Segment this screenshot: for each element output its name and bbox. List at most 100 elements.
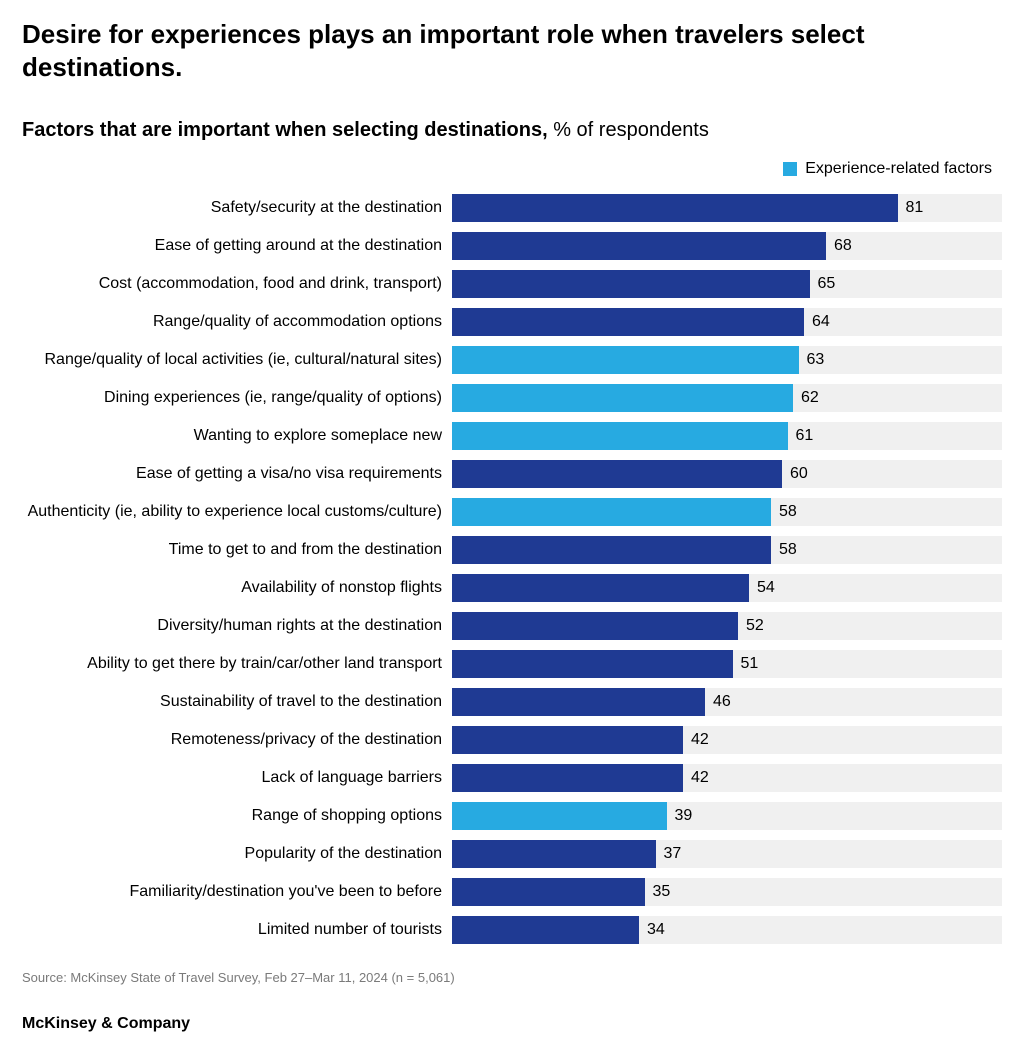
- bar-track: 61: [452, 422, 1002, 450]
- bar-row: Cost (accommodation, food and drink, tra…: [22, 266, 1002, 302]
- bar-row: Safety/security at the destination 81: [22, 190, 1002, 226]
- bar-track: 60: [452, 460, 1002, 488]
- bar-fill: [452, 270, 810, 298]
- subtitle-normal: % of respondents: [548, 119, 709, 141]
- bar-row: Diversity/human rights at the destinatio…: [22, 608, 1002, 644]
- bar-value: 54: [749, 579, 775, 597]
- chart-container: Desire for experiences plays an importan…: [0, 0, 1024, 1063]
- bar-label: Ability to get there by train/car/other …: [22, 655, 452, 673]
- bar-fill: [452, 916, 639, 944]
- bar-row: Sustainability of travel to the destinat…: [22, 684, 1002, 720]
- bar-value: 61: [788, 427, 814, 445]
- bar-track: 62: [452, 384, 1002, 412]
- bar-label: Range of shopping options: [22, 807, 452, 825]
- bar-fill: [452, 232, 826, 260]
- brand-label: McKinsey & Company: [22, 1015, 1002, 1033]
- bar-value: 60: [782, 465, 808, 483]
- bar-label: Availability of nonstop flights: [22, 579, 452, 597]
- bar-row: Wanting to explore someplace new 61: [22, 418, 1002, 454]
- bar-fill: [452, 536, 771, 564]
- bar-track: 68: [452, 232, 1002, 260]
- bar-label: Time to get to and from the destination: [22, 541, 452, 559]
- bar-track: 64: [452, 308, 1002, 336]
- bar-fill: [452, 802, 667, 830]
- main-title: Desire for experiences plays an importan…: [22, 18, 922, 83]
- legend-label: Experience-related factors: [805, 160, 992, 178]
- bar-value: 34: [639, 921, 665, 939]
- bar-label: Limited number of tourists: [22, 921, 452, 939]
- bar-row: Range/quality of accommodation options 64: [22, 304, 1002, 340]
- bar-value: 42: [683, 731, 709, 749]
- bar-fill: [452, 384, 793, 412]
- bar-label: Ease of getting a visa/no visa requireme…: [22, 465, 452, 483]
- bar-track: 42: [452, 726, 1002, 754]
- bar-value: 51: [733, 655, 759, 673]
- bar-value: 35: [645, 883, 671, 901]
- bar-row: Availability of nonstop flights 54: [22, 570, 1002, 606]
- bar-track: 35: [452, 878, 1002, 906]
- bar-track: 58: [452, 536, 1002, 564]
- subtitle-bold: Factors that are important when selectin…: [22, 119, 548, 141]
- bar-fill: [452, 726, 683, 754]
- bar-value: 52: [738, 617, 764, 635]
- bar-row: Range of shopping options 39: [22, 798, 1002, 834]
- bar-label: Range/quality of accommodation options: [22, 313, 452, 331]
- bar-label: Safety/security at the destination: [22, 199, 452, 217]
- bar-label: Wanting to explore someplace new: [22, 427, 452, 445]
- bar-fill: [452, 498, 771, 526]
- bar-track: 52: [452, 612, 1002, 640]
- bar-track: 39: [452, 802, 1002, 830]
- bar-track: 34: [452, 916, 1002, 944]
- bar-label: Lack of language barriers: [22, 769, 452, 787]
- bar-label: Cost (accommodation, food and drink, tra…: [22, 275, 452, 293]
- bar-row: Dining experiences (ie, range/quality of…: [22, 380, 1002, 416]
- bar-chart: Safety/security at the destination 81 Ease…: [22, 190, 1002, 948]
- bar-row: Ease of getting a visa/no visa requireme…: [22, 456, 1002, 492]
- bar-fill: [452, 612, 738, 640]
- bar-fill: [452, 840, 656, 868]
- bar-row: Range/quality of local activities (ie, c…: [22, 342, 1002, 378]
- bar-track: 42: [452, 764, 1002, 792]
- bar-row: Ability to get there by train/car/other …: [22, 646, 1002, 682]
- legend: Experience-related factors: [22, 160, 1002, 178]
- bar-track: 51: [452, 650, 1002, 678]
- bar-label: Range/quality of local activities (ie, c…: [22, 351, 452, 369]
- bar-fill: [452, 422, 788, 450]
- bar-track: 58: [452, 498, 1002, 526]
- bar-track: 37: [452, 840, 1002, 868]
- bar-row: Authenticity (ie, ability to experience …: [22, 494, 1002, 530]
- bar-fill: [452, 574, 749, 602]
- bar-track: 63: [452, 346, 1002, 374]
- bar-label: Dining experiences (ie, range/quality of…: [22, 389, 452, 407]
- bar-fill: [452, 650, 733, 678]
- bar-label: Authenticity (ie, ability to experience …: [22, 503, 452, 521]
- subtitle: Factors that are important when selectin…: [22, 119, 1002, 142]
- source-note: Source: McKinsey State of Travel Survey,…: [22, 970, 1002, 985]
- bar-value: 64: [804, 313, 830, 331]
- bar-value: 62: [793, 389, 819, 407]
- bar-track: 65: [452, 270, 1002, 298]
- bar-track: 81: [452, 194, 1002, 222]
- bar-value: 68: [826, 237, 852, 255]
- bar-value: 39: [667, 807, 693, 825]
- bar-fill: [452, 194, 898, 222]
- bar-track: 54: [452, 574, 1002, 602]
- bar-value: 81: [898, 199, 924, 217]
- bar-fill: [452, 688, 705, 716]
- bar-value: 63: [799, 351, 825, 369]
- bar-value: 58: [771, 503, 797, 521]
- bar-value: 46: [705, 693, 731, 711]
- bar-value: 58: [771, 541, 797, 559]
- bar-fill: [452, 308, 804, 336]
- bar-label: Remoteness/privacy of the destination: [22, 731, 452, 749]
- bar-row: Familiarity/destination you've been to b…: [22, 874, 1002, 910]
- legend-swatch: [783, 162, 797, 176]
- bar-row: Ease of getting around at the destinatio…: [22, 228, 1002, 264]
- bar-value: 37: [656, 845, 682, 863]
- bar-track: 46: [452, 688, 1002, 716]
- bar-label: Popularity of the destination: [22, 845, 452, 863]
- bar-fill: [452, 878, 645, 906]
- bar-row: Remoteness/privacy of the destination 42: [22, 722, 1002, 758]
- bar-row: Popularity of the destination 37: [22, 836, 1002, 872]
- bar-label: Diversity/human rights at the destinatio…: [22, 617, 452, 635]
